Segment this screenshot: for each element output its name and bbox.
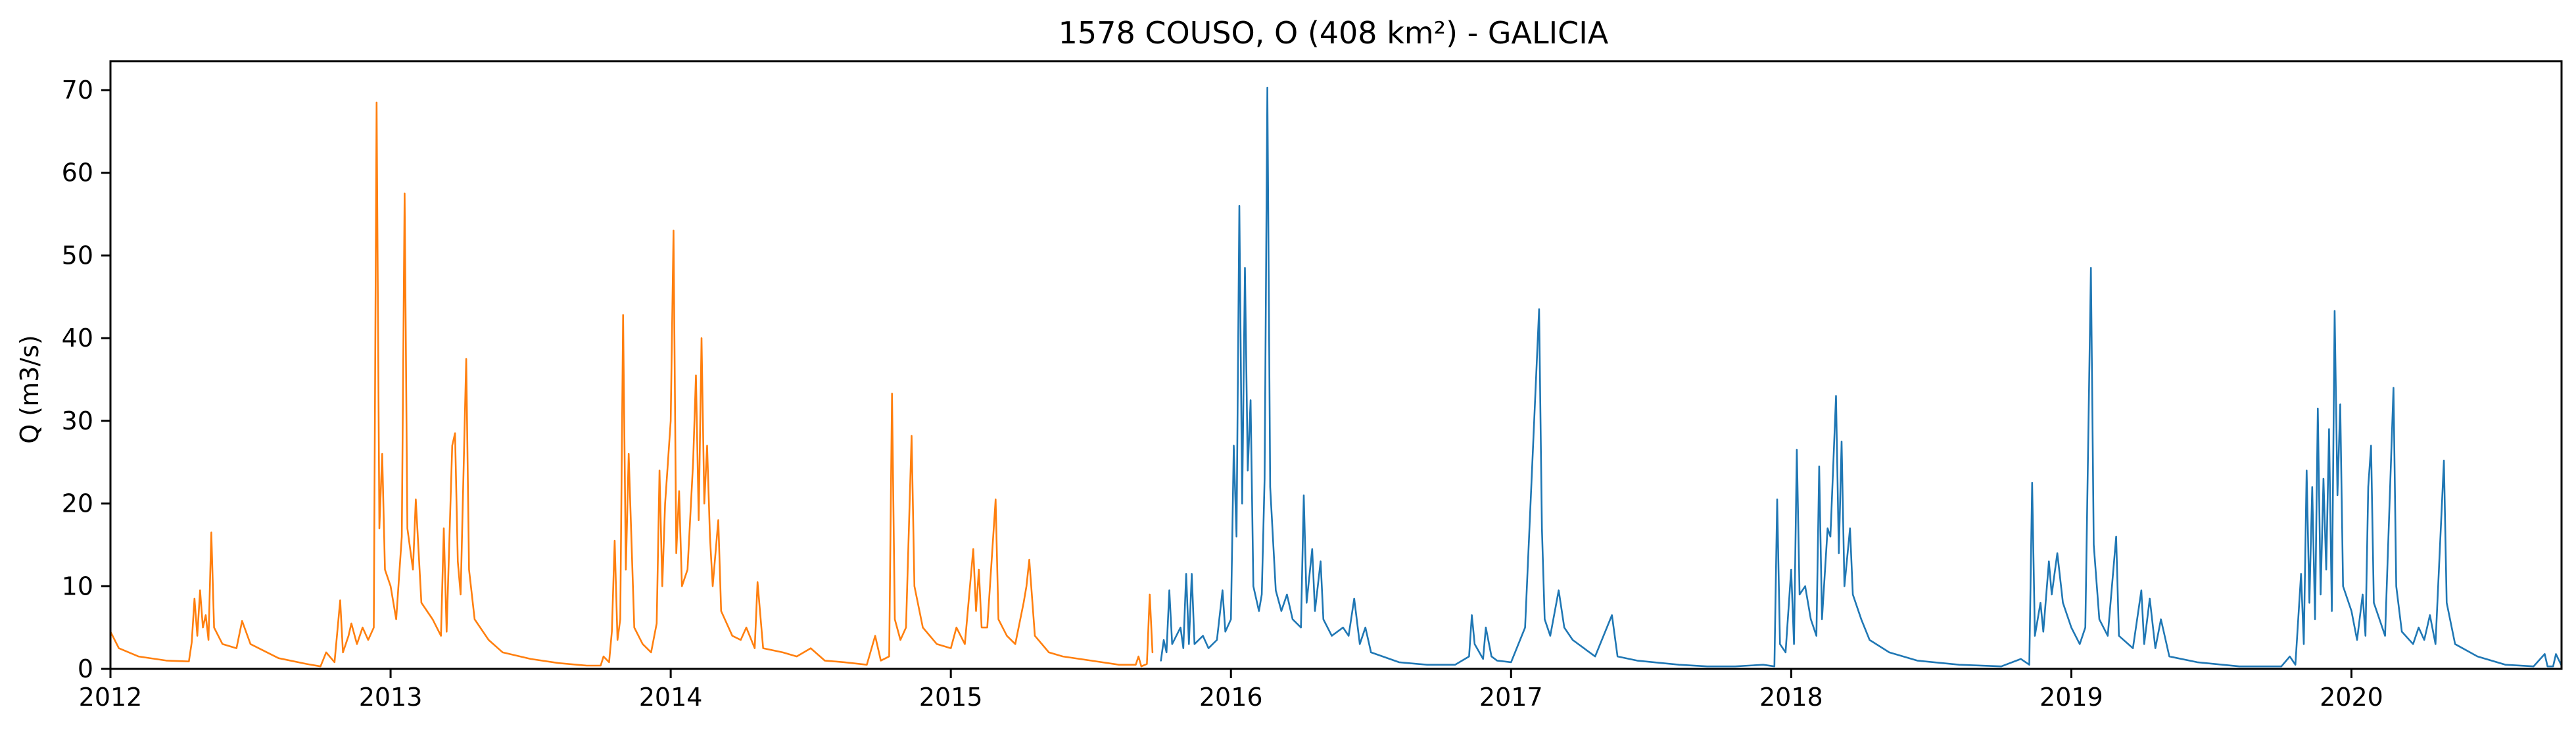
x-tick-label-6: 2018	[1759, 683, 1823, 712]
x-tick-label-4: 2016	[1199, 683, 1263, 712]
y-tick-label-2: 20	[62, 489, 93, 518]
plot-frame	[109, 60, 2563, 670]
x-tick-label-8: 2020	[2320, 683, 2383, 712]
y-tick-label-1: 10	[62, 572, 93, 600]
y-tick-label-5: 50	[62, 241, 93, 270]
y-tick-label-6: 60	[62, 159, 93, 187]
series-line-0	[109, 101, 1154, 668]
tick-layer: 2012 2013 2014 2015 2016 2017 2018 2019 2020 0 10 2…	[62, 76, 2383, 712]
x-tick-label-1: 2013	[359, 683, 423, 712]
x-tick-label-2: 2014	[639, 683, 703, 712]
y-tick-label-4: 40	[62, 324, 93, 353]
y-tick-label-7: 70	[62, 76, 93, 105]
y-tick-label-0: 0	[78, 654, 93, 683]
y-axis-label: Q (m3/s)	[15, 335, 44, 443]
series-layer	[109, 86, 2563, 668]
chart-title: 1578 COUSO, O (408 km²) - GALICIA	[1059, 15, 1609, 51]
x-tick-label-7: 2019	[2039, 683, 2103, 712]
x-tick-label-3: 2015	[919, 683, 983, 712]
series-line-1	[1160, 86, 2563, 668]
y-tick-label-3: 30	[62, 406, 93, 435]
x-tick-label-5: 2017	[1479, 683, 1543, 712]
x-tick-label-0: 2012	[79, 683, 143, 712]
